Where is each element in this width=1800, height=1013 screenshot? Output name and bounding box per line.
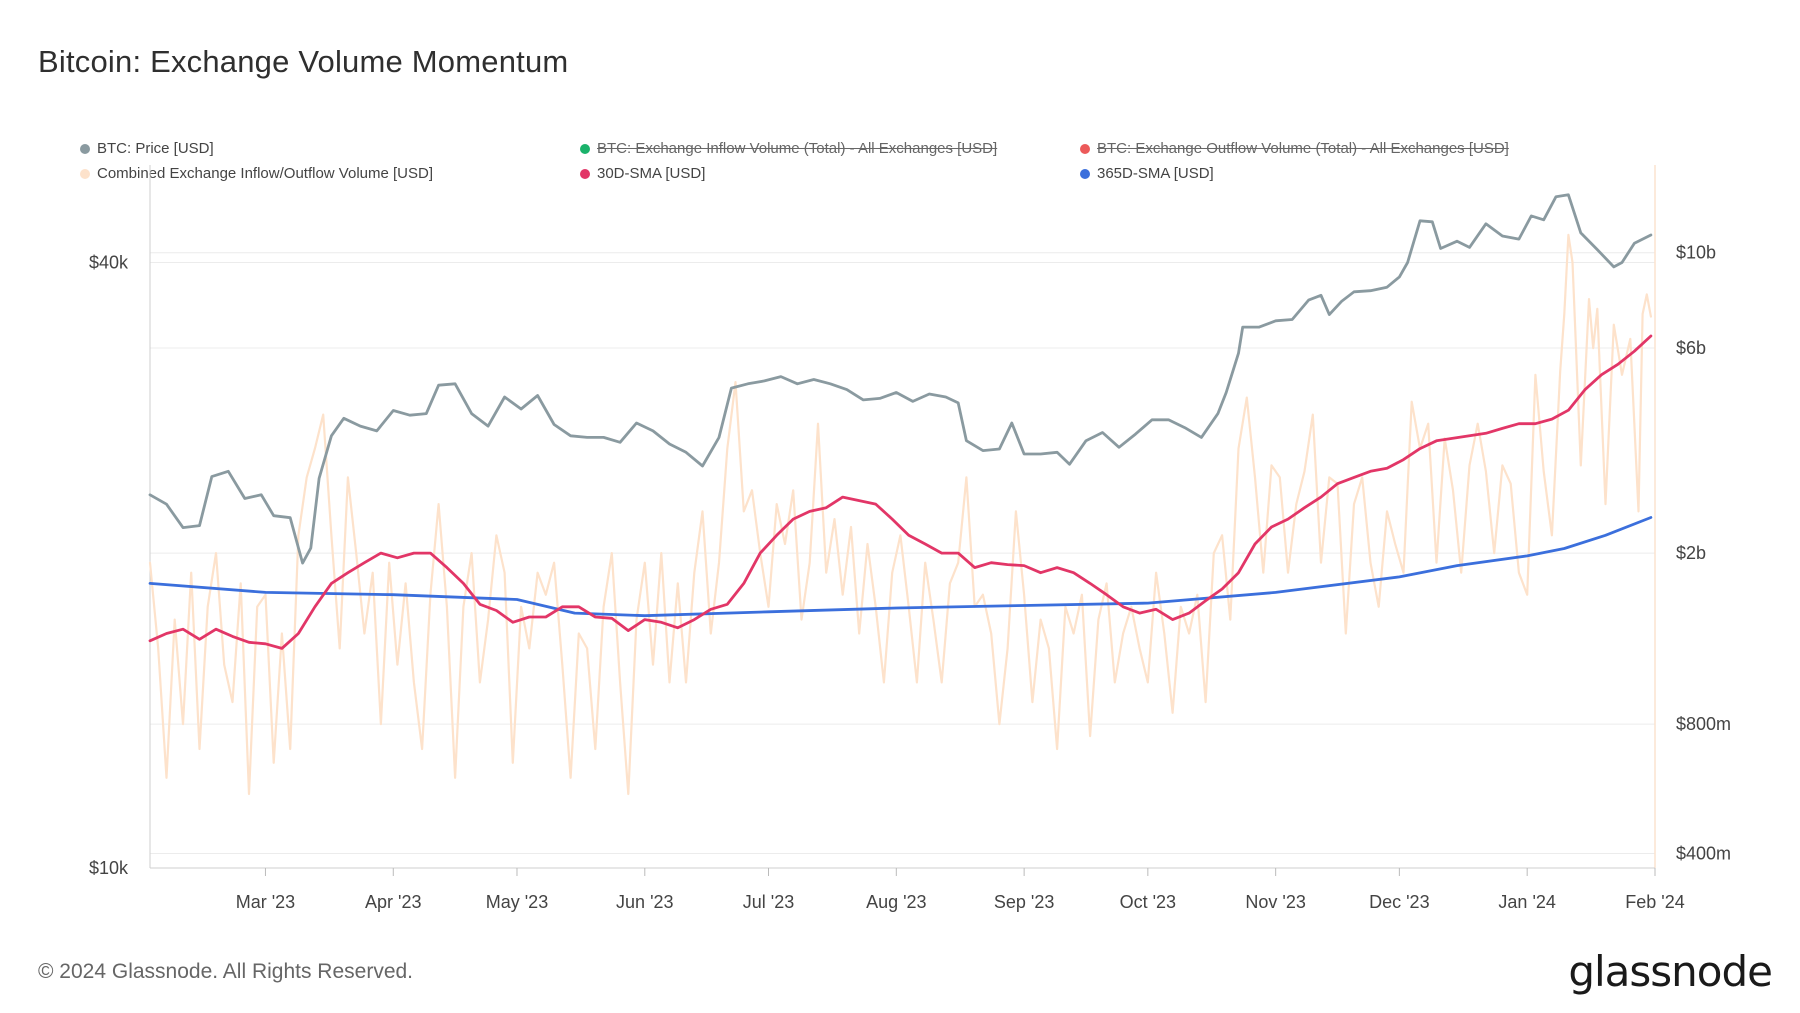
left-tick-label: $40k [89,252,129,272]
right-tick-label: $400m [1676,843,1731,863]
legend-item-btc-price[interactable]: BTC: Price [USD] [80,140,214,157]
legend-label: BTC: Exchange Outflow Volume (Total) - A… [1097,140,1509,157]
legend-item-outflow-volume[interactable]: BTC: Exchange Outflow Volume (Total) - A… [1080,140,1509,157]
x-tick-label: Mar '23 [236,892,295,912]
legend-dot [580,168,590,179]
chart-legend: BTC: Price [USD] BTC: Exchange Inflow Vo… [80,140,1520,190]
legend-label: 365D-SMA [USD] [1097,165,1214,182]
x-tick-label: Oct '23 [1120,892,1176,912]
right-tick-label: $6b [1676,338,1706,358]
left-tick-label: $10k [89,858,129,878]
copyright-footer: © 2024 Glassnode. All Rights Reserved. [38,960,414,983]
x-tick-label: Jan '24 [1498,892,1555,912]
x-tick-label: Feb '24 [1625,892,1684,912]
glassnode-logo: glassnode [1568,947,1773,996]
x-tick-label: Nov '23 [1245,892,1305,912]
legend-dot [1080,143,1090,154]
x-tick-label: Aug '23 [866,892,927,912]
legend-dot [1080,168,1090,179]
legend-dot [80,143,90,154]
legend-item-30d-sma[interactable]: 30D-SMA [USD] [580,165,705,182]
legend-dot [80,168,90,179]
legend-label: Combined Exchange Inflow/Outflow Volume … [97,165,433,182]
legend-dot [580,143,590,154]
btc-price-line [148,193,1653,565]
right-tick-label: $800m [1676,714,1731,734]
x-tick-label: Jun '23 [616,892,673,912]
x-tick-label: Apr '23 [365,892,421,912]
x-tick-label: Dec '23 [1369,892,1429,912]
legend-item-365d-sma[interactable]: 365D-SMA [USD] [1080,165,1214,182]
legend-item-combined-volume[interactable]: Combined Exchange Inflow/Outflow Volume … [80,165,433,182]
sma-30d-line [148,334,1653,650]
x-tick-label: Sep '23 [994,892,1055,912]
right-tick-label: $2b [1676,543,1706,563]
x-tick-label: May '23 [486,892,548,912]
legend-label: BTC: Price [USD] [97,140,214,157]
legend-label: BTC: Exchange Inflow Volume (Total) - Al… [597,140,998,157]
legend-label: 30D-SMA [USD] [597,165,706,182]
combined-volume-line [148,233,1652,796]
x-tick-label: Jul '23 [743,892,794,912]
right-tick-label: $10b [1676,243,1716,263]
page-title: Bitcoin: Exchange Volume Momentum [38,44,569,79]
legend-item-inflow-volume[interactable]: BTC: Exchange Inflow Volume (Total) - Al… [580,140,997,157]
